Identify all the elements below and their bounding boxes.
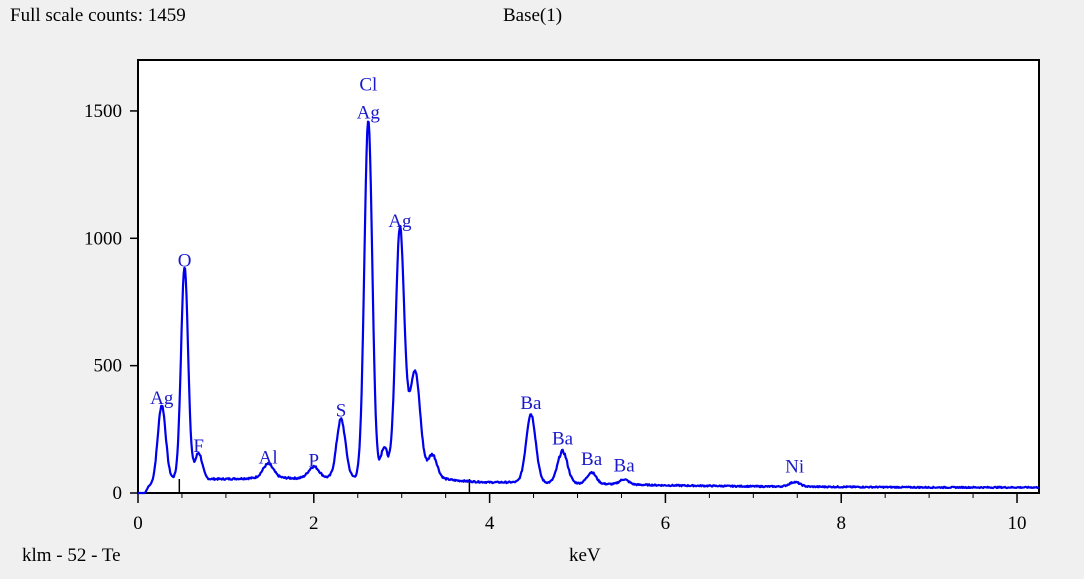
y-tick-label: 1000 [84, 228, 122, 249]
x-tick-label: 4 [485, 513, 495, 534]
peak-label-ba: Ba [614, 455, 636, 476]
y-tick-label: 1500 [84, 101, 122, 122]
peak-label-ba: Ba [581, 449, 603, 470]
peak-label-f: F [193, 436, 204, 457]
peak-label-ag: Ag [150, 388, 174, 409]
full-scale-counts: Full scale counts: 1459 [10, 5, 186, 26]
peak-label-ni: Ni [785, 457, 804, 478]
x-tick-label: 6 [661, 513, 671, 534]
peak-label-o: O [178, 250, 192, 271]
x-tick-label: 8 [836, 513, 846, 534]
peak-label-ba: Ba [552, 429, 574, 450]
sample-label: klm - 52 - Te [22, 545, 121, 566]
x-tick-label: 2 [309, 513, 319, 534]
spectrum-name: Base(1) [503, 5, 563, 26]
x-tick-label: 10 [1008, 513, 1027, 534]
peak-label-ba: Ba [520, 393, 542, 414]
peak-label-p: P [309, 450, 320, 471]
y-tick-label: 500 [94, 356, 123, 377]
x-tick-label: 0 [133, 513, 143, 534]
x-axis-unit: keV [569, 545, 601, 566]
spectrum-line [137, 120, 1040, 495]
peak-label-ag: Ag [388, 211, 412, 232]
peak-label-s: S [336, 401, 347, 422]
plot-area [137, 59, 1040, 494]
peak-label-al: Al [259, 448, 278, 469]
y-tick-label: 0 [113, 483, 123, 504]
peak-label-ag: Ag [357, 103, 381, 124]
axes: 0 500 1000 1500 0 2 4 6 8 10 [84, 101, 1027, 534]
peak-label-cl: Cl [359, 75, 377, 96]
peak-labels: Ag O F Al P S Cl Ag Ag Ba Ba Ba Ba Ni [150, 75, 804, 478]
spectrum-series [137, 120, 1040, 495]
